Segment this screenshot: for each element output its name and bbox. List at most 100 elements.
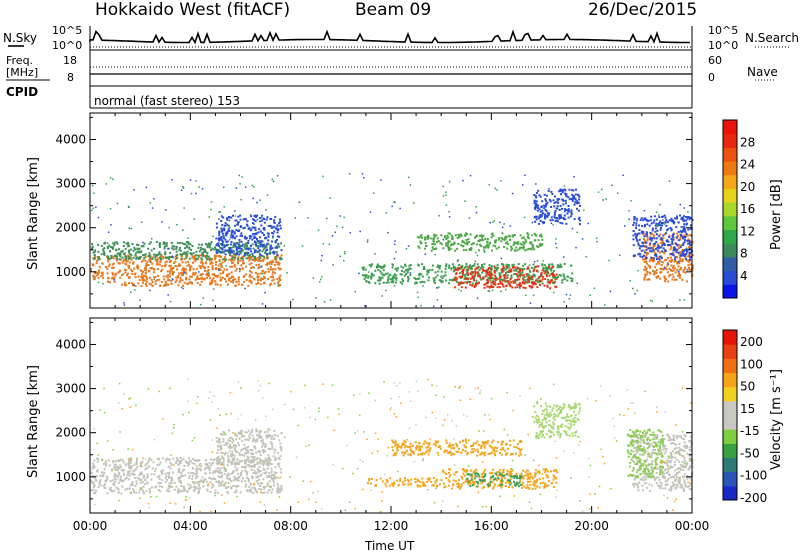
- echo-cell: [423, 267, 426, 270]
- echo-cell: [260, 436, 262, 439]
- echo-cell: [199, 462, 202, 465]
- echo-cell: [675, 251, 678, 253]
- echo-cell: [672, 249, 675, 252]
- echo-cell: [543, 204, 546, 207]
- echo-cell: [211, 472, 214, 475]
- echo-cell: [687, 216, 689, 218]
- echo-cell: [252, 222, 254, 225]
- echo-cell: [145, 463, 148, 465]
- echo-cell: [514, 452, 517, 455]
- echo-cell: [140, 250, 143, 253]
- echo-cell: [198, 278, 200, 280]
- echo-cell: [208, 245, 211, 248]
- echo-cell: [220, 433, 222, 435]
- echo-cell: [556, 266, 559, 269]
- echo-cell: [176, 268, 179, 271]
- echo-cell: [167, 465, 170, 468]
- echo-cell: [267, 235, 270, 238]
- echo-cell: [219, 476, 221, 479]
- echo-cell: [563, 208, 566, 211]
- echo-cell: [658, 258, 661, 261]
- echo-cell: [491, 289, 494, 292]
- echo-cell: [678, 262, 681, 265]
- echo-cell: [197, 483, 200, 486]
- echo-cell: [224, 245, 227, 247]
- echo-cell: [99, 474, 102, 477]
- echo-cell: [114, 480, 117, 483]
- echo-cell: [395, 452, 398, 455]
- echo-cell: [545, 268, 548, 271]
- echo-cell: [277, 457, 280, 460]
- echo-cell: [201, 476, 204, 479]
- echo-cell: [645, 245, 648, 248]
- echo-cell: [444, 271, 447, 274]
- echo-cell: [231, 275, 233, 278]
- echo-cell: [244, 462, 247, 465]
- echo-cell: [256, 240, 259, 243]
- echo-cell: [686, 259, 689, 262]
- echo-cell: [512, 244, 515, 247]
- echo-cell: [669, 227, 672, 230]
- echo-cell: [219, 251, 222, 253]
- echo-cell: [672, 251, 675, 254]
- echo-cell: [683, 223, 686, 226]
- echo-cell: [457, 447, 460, 450]
- echo-cell: [107, 231, 110, 233]
- echo-cell: [505, 242, 507, 245]
- echo-cell: [135, 257, 138, 260]
- echo-cell: [553, 213, 556, 216]
- echo-cell: [668, 259, 671, 262]
- echo-cell: [155, 485, 157, 488]
- echo-cell: [650, 256, 653, 259]
- echo-cell: [211, 266, 214, 269]
- echo-cell: [102, 282, 104, 285]
- echo-cell: [261, 460, 264, 463]
- echo-cell: [173, 245, 176, 248]
- echo-cell: [485, 271, 488, 274]
- echo-cell: [480, 278, 483, 281]
- echo-cell: [405, 248, 408, 250]
- echo-cell: [483, 263, 486, 266]
- echo-cell: [219, 444, 222, 447]
- echo-cell: [413, 202, 415, 204]
- echo-cell: [553, 281, 556, 284]
- echo-cell: [534, 239, 537, 242]
- echo-cell: [210, 282, 213, 285]
- echo-cell: [208, 462, 211, 465]
- echo-cell: [539, 482, 542, 485]
- echo-cell: [404, 264, 407, 267]
- echo-cell: [409, 274, 412, 276]
- echo-cell: [193, 473, 196, 476]
- echo-cell: [682, 252, 685, 255]
- echo-cell: [605, 198, 607, 200]
- echo-cell: [474, 270, 477, 273]
- echo-cell: [148, 252, 151, 255]
- echo-cell: [271, 447, 274, 450]
- echo-cell: [490, 267, 493, 270]
- echo-cell: [95, 475, 98, 478]
- echo-cell: [112, 266, 115, 269]
- echo-region-2: [391, 439, 523, 457]
- echo-cell: [257, 282, 259, 284]
- echo-cell: [131, 272, 134, 275]
- echo-cell: [205, 273, 208, 276]
- echo-cell: [403, 439, 406, 442]
- echo-cell: [563, 275, 566, 278]
- echo-cell: [219, 246, 222, 249]
- echo-cell: [448, 468, 451, 471]
- echo-cell: [453, 241, 456, 244]
- echo-cell: [654, 252, 657, 255]
- echo-cell: [407, 280, 410, 283]
- echo-cell: [399, 207, 401, 210]
- echo-cell: [553, 211, 556, 214]
- echo-cell: [148, 254, 150, 257]
- echo-cell: [652, 221, 655, 224]
- echo-cell: [431, 268, 434, 271]
- station-title: Hokkaido West (fitACF): [95, 0, 291, 20]
- echo-cell: [157, 488, 160, 491]
- echo-cell: [242, 218, 245, 221]
- echo-cell: [198, 256, 200, 259]
- echo-cell: [657, 224, 659, 226]
- echo-cell: [491, 277, 494, 279]
- echo-cell: [438, 279, 441, 282]
